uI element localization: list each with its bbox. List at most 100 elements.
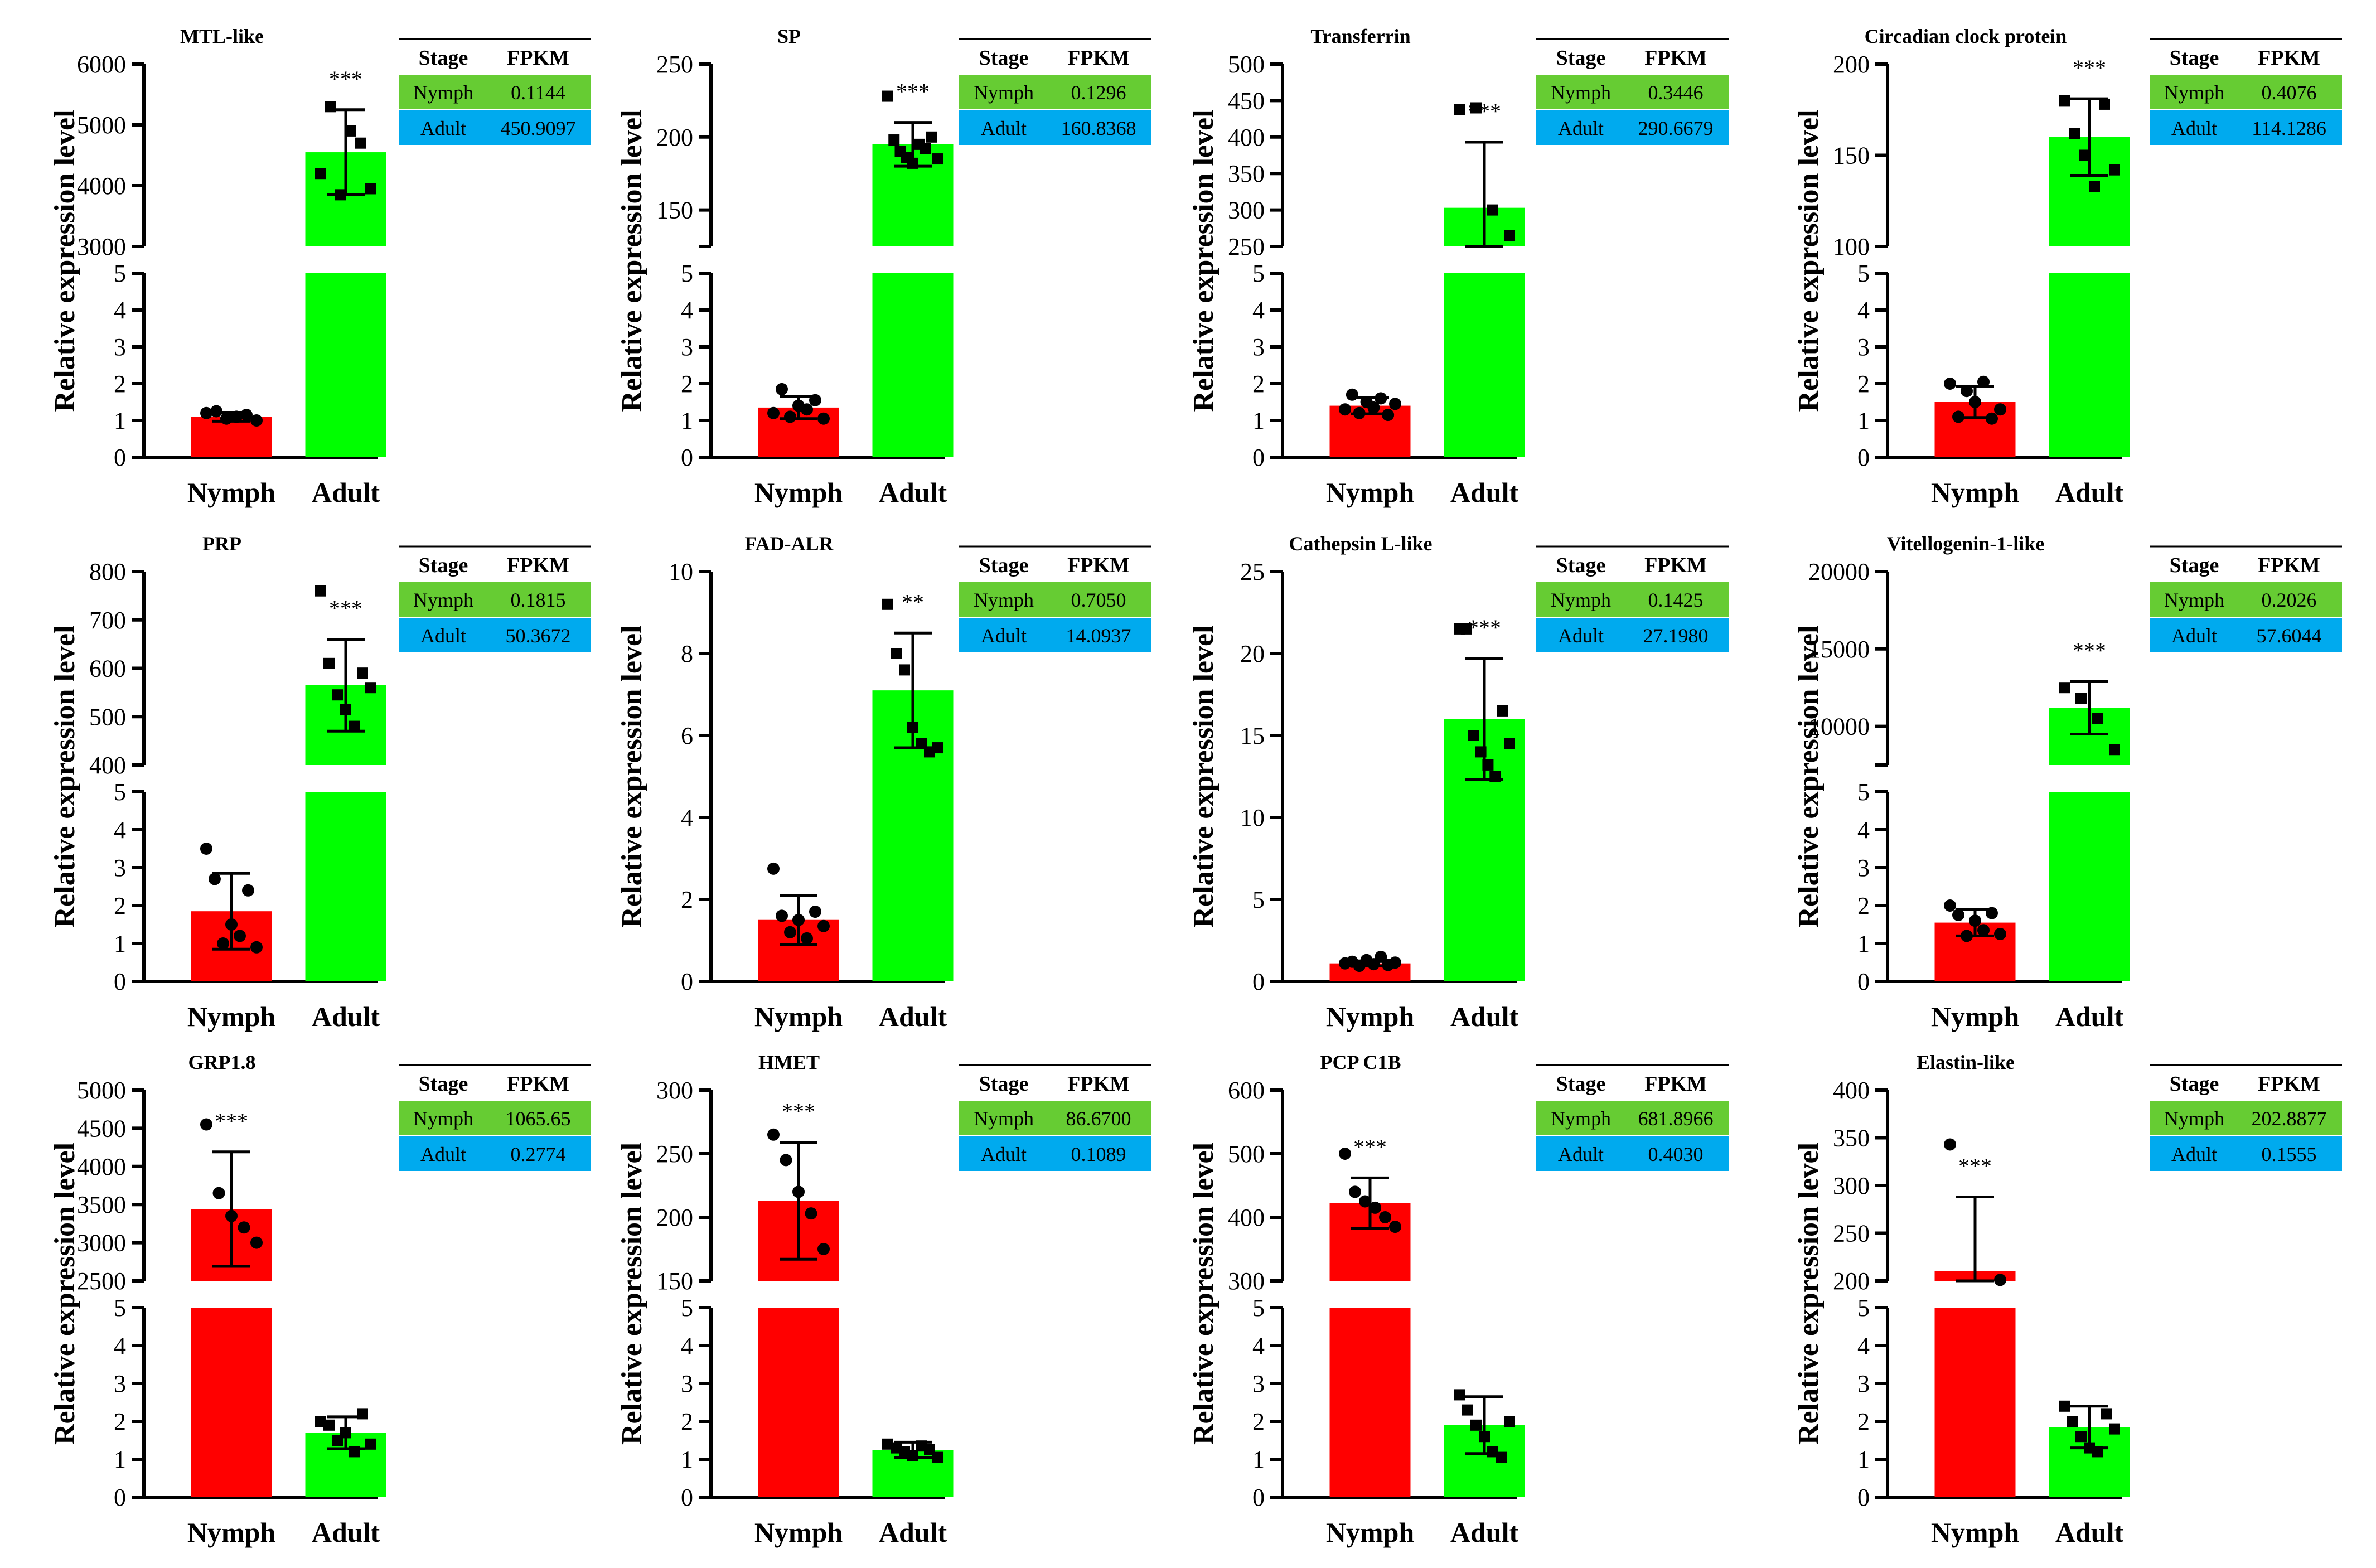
data-point: [355, 137, 366, 149]
significance-label: ***: [782, 1098, 815, 1124]
fpkm-value-cell: 0.1089: [1071, 1143, 1126, 1165]
y-tick-label-lower: 5: [681, 1294, 693, 1322]
fpkm-header-value: FPKM: [507, 1072, 569, 1096]
data-point: [882, 90, 893, 102]
data-point: [907, 722, 918, 733]
y-tick-label-lower: 10: [669, 558, 693, 585]
fpkm-header-value: FPKM: [507, 554, 569, 577]
fpkm-stage-cell: Nymph: [413, 1107, 473, 1130]
significance-label: ***: [1468, 99, 1501, 124]
y-axis-label: Relative expression level: [1188, 625, 1220, 927]
fpkm-header-value: FPKM: [1644, 46, 1707, 70]
chart-title: HMET: [758, 1051, 820, 1073]
y-axis-label: Relative expression level: [616, 109, 648, 412]
fpkm-header-stage: Stage: [1556, 554, 1606, 577]
bar-adult-lower: [2049, 792, 2130, 981]
data-point: [926, 131, 937, 143]
data-point: [1961, 385, 1973, 398]
data-point: [1470, 102, 1482, 114]
data-point: [1977, 924, 1990, 937]
significance-label: **: [902, 589, 924, 614]
y-tick-label-lower: 0: [681, 968, 693, 995]
y-tick-label-lower: 5: [114, 260, 126, 287]
y-tick-label-lower: 1: [681, 407, 693, 434]
data-point: [2079, 149, 2090, 161]
chart-title: Cathepsin L-like: [1289, 533, 1432, 555]
fpkm-stage-cell: Adult: [981, 117, 1027, 139]
fpkm-value-cell: 27.1980: [1643, 625, 1709, 647]
y-tick-label-upper: 250: [1228, 233, 1265, 260]
data-point: [932, 1451, 943, 1463]
bar-adult-lower: [2049, 273, 2130, 457]
fpkm-stage-cell: Adult: [2171, 117, 2217, 139]
data-point: [250, 1236, 263, 1249]
fpkm-row-nymph: [399, 582, 591, 617]
fpkm-row-adult: [2150, 110, 2342, 145]
y-tick-label-lower: 3: [114, 333, 126, 361]
data-point: [767, 862, 780, 875]
fpkm-stage-cell: Adult: [1558, 1143, 1604, 1165]
y-tick-label-lower: 10: [1240, 804, 1265, 831]
data-point: [784, 926, 796, 938]
y-tick-label-lower: 3: [1252, 1370, 1265, 1397]
y-tick-label-upper: 3000: [77, 1230, 126, 1257]
y-tick-label-lower: 5: [1252, 260, 1265, 287]
y-tick-label-upper: 350: [1228, 160, 1265, 187]
fpkm-stage-cell: Adult: [420, 117, 466, 139]
y-tick-label-upper: 3000: [77, 233, 126, 260]
fpkm-row-adult: [959, 110, 1151, 145]
data-point: [767, 1128, 780, 1141]
fpkm-row-nymph: [2150, 1101, 2342, 1135]
data-point: [2099, 98, 2110, 110]
y-tick-label-lower: 5: [1857, 1294, 1870, 1322]
fpkm-stage-cell: Adult: [420, 1143, 466, 1165]
fpkm-value-cell: 290.6679: [1638, 117, 1714, 139]
data-point: [1468, 730, 1479, 741]
y-tick-label-lower: 1: [114, 1446, 126, 1473]
data-point: [1994, 1274, 2006, 1286]
y-tick-label-upper: 2500: [77, 1267, 126, 1295]
data-point: [238, 1221, 250, 1234]
y-tick-label-lower: 25: [1240, 558, 1265, 585]
fpkm-row-adult: [959, 618, 1151, 652]
data-point: [817, 412, 830, 425]
y-tick-label-lower: 20: [1240, 640, 1265, 667]
fpkm-value-cell: 0.4030: [1648, 1143, 1704, 1165]
bar-adult-lower: [305, 792, 386, 981]
bar-adult-lower: [872, 273, 954, 457]
data-point: [1389, 1221, 1401, 1233]
fpkm-header-value: FPKM: [1644, 1072, 1707, 1096]
y-tick-label-lower: 4: [1857, 1332, 1870, 1359]
data-point: [2069, 128, 2080, 139]
chart-title: Circadian clock protein: [1865, 25, 2067, 47]
fpkm-row-nymph: [959, 582, 1151, 617]
data-point: [1346, 388, 1358, 401]
y-tick-label-upper: 350: [1833, 1125, 1870, 1152]
y-tick-label-upper: 300: [656, 1077, 693, 1104]
fpkm-stage-cell: Adult: [2171, 1143, 2217, 1165]
fpkm-header-stage: Stage: [1556, 1072, 1606, 1096]
data-point: [1504, 1416, 1515, 1427]
data-point: [1470, 1419, 1482, 1431]
data-point: [780, 1154, 792, 1167]
y-tick-label-upper: 500: [1228, 51, 1265, 78]
fpkm-header-value: FPKM: [2258, 46, 2320, 70]
y-tick-label-lower: 2: [681, 1408, 693, 1435]
data-point: [225, 918, 238, 931]
data-point: [1497, 705, 1508, 717]
data-point: [335, 189, 346, 201]
y-tick-label-upper: 4000: [77, 1153, 126, 1180]
fpkm-header-value: FPKM: [2258, 1072, 2320, 1096]
fpkm-value-cell: 0.2774: [511, 1143, 566, 1165]
fpkm-stage-cell: Nymph: [2164, 1107, 2224, 1130]
fpkm-row-nymph: [959, 75, 1151, 109]
data-point: [217, 937, 229, 950]
y-tick-label-lower: 2: [681, 886, 693, 913]
y-tick-label-lower: 4: [114, 1332, 126, 1359]
data-point: [1994, 928, 2006, 940]
data-point: [1969, 396, 1981, 408]
y-tick-label-lower: 2: [1252, 1408, 1265, 1435]
